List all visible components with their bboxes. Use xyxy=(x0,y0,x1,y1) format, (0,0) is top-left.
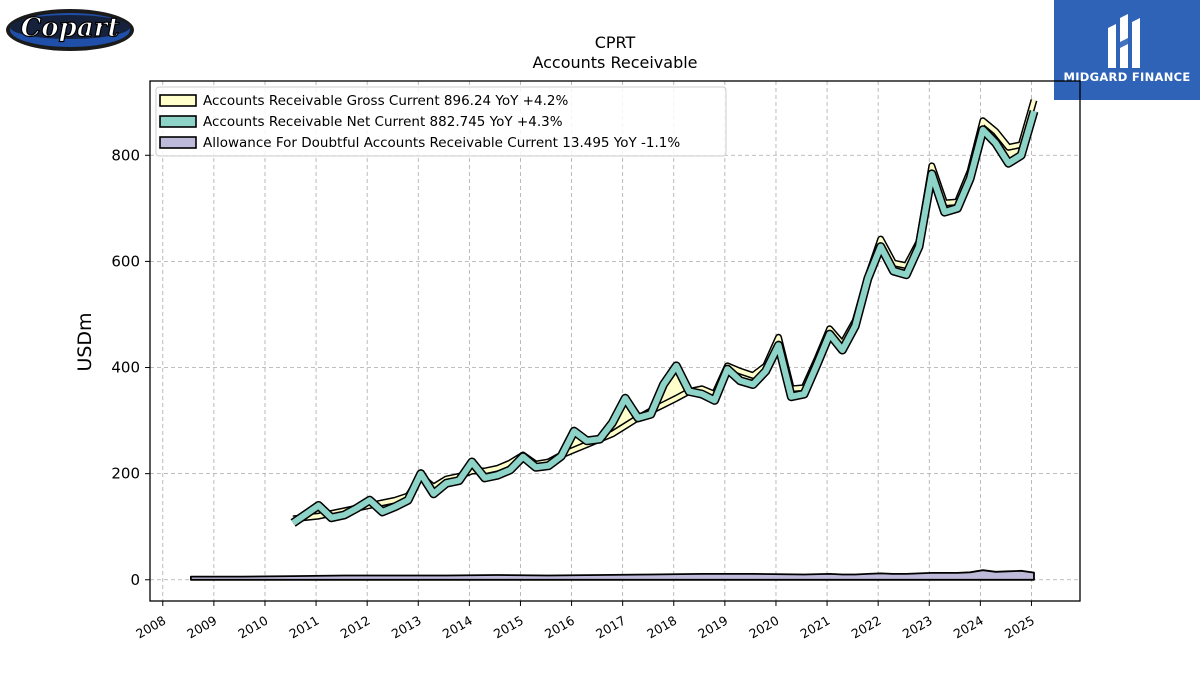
x-tick-label: 2014 xyxy=(440,613,475,642)
x-tick-label: 2020 xyxy=(746,613,781,642)
axes: 0 200 400 600 800 2008 2009 2010 2011 2012 2013 201… xyxy=(111,146,1037,641)
net-line-outline xyxy=(290,109,1039,527)
x-tick-label: 2021 xyxy=(798,613,833,642)
y-tick-label: 400 xyxy=(111,359,140,377)
legend: Accounts Receivable Gross Current 896.24… xyxy=(155,86,727,157)
legend-swatch xyxy=(159,94,197,107)
x-tick-label: 2011 xyxy=(287,613,322,642)
legend-label: Accounts Receivable Net Current 882.745 … xyxy=(203,114,563,130)
midgard-finance-icon xyxy=(1108,14,1140,68)
series-layer xyxy=(190,99,1039,581)
legend-label: Allowance For Doubtful Accounts Receivab… xyxy=(203,135,680,151)
allowance-area xyxy=(190,569,1035,581)
gross-line xyxy=(292,99,1036,521)
legend-box xyxy=(155,86,727,157)
x-tick-label: 2008 xyxy=(133,613,168,642)
y-tick-label: 800 xyxy=(111,146,140,164)
x-tick-label: 2009 xyxy=(184,613,219,642)
x-tick-label: 2013 xyxy=(389,613,424,642)
chart-title: CPRT xyxy=(594,33,636,52)
x-tick-label: 2017 xyxy=(593,613,628,642)
x-tick-label: 2012 xyxy=(338,613,373,642)
x-tick-label: 2010 xyxy=(235,613,270,642)
y-tick-label: 200 xyxy=(111,465,140,483)
x-tick-label: 2022 xyxy=(849,613,884,642)
net-line xyxy=(291,110,1037,526)
x-tick-label: 2019 xyxy=(695,613,730,642)
y-tick-label: 600 xyxy=(111,252,140,270)
legend-swatch xyxy=(159,115,197,128)
midgard-finance-name: MIDGARD FINANCE xyxy=(1063,70,1191,84)
gross-area xyxy=(293,100,1035,523)
gross-line-outline xyxy=(292,99,1038,523)
x-tick-label: 2016 xyxy=(542,613,577,642)
x-tick-label: 2024 xyxy=(951,613,986,642)
x-tick-label: 2023 xyxy=(900,613,935,642)
x-tick-label: 2015 xyxy=(491,613,526,642)
copart-logo: Copart xyxy=(4,5,136,53)
legend-swatch xyxy=(159,136,197,149)
chart-subtitle: Accounts Receivable xyxy=(532,53,698,72)
y-tick-label: 0 xyxy=(130,571,140,589)
plot-frame xyxy=(149,80,1081,602)
copart-logo-text: Copart xyxy=(21,13,120,43)
x-tick-label: 2018 xyxy=(644,613,679,642)
midgard-finance-logo: MIDGARD FINANCE xyxy=(1054,0,1200,100)
x-tick-label: 2025 xyxy=(1002,613,1037,642)
grid xyxy=(150,81,1080,601)
legend-label: Accounts Receivable Gross Current 896.24… xyxy=(203,93,568,109)
